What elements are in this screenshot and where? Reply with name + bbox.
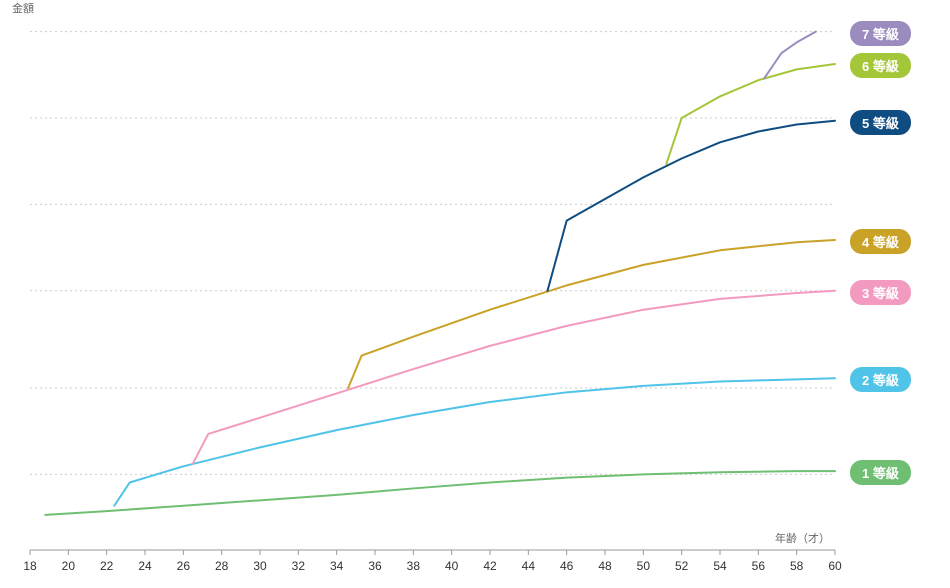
salary-grade-chart: 18 20 22 24 26 28 30 32 34 36 38 40 42 44 46 48 50 52 54 56… bbox=[0, 0, 950, 588]
x-tick-label: 32 bbox=[292, 559, 306, 573]
x-tick-label: 22 bbox=[100, 559, 114, 573]
chart-svg: 18 20 22 24 26 28 30 32 34 36 38 40 42 44 46 48 50 52 54 56… bbox=[0, 0, 950, 588]
x-tick-label: 30 bbox=[253, 559, 267, 573]
x-tick-label: 28 bbox=[215, 559, 229, 573]
series-badge-1: 1 等級 bbox=[850, 460, 911, 485]
x-tick-label: 36 bbox=[368, 559, 382, 573]
x-tick-label: 24 bbox=[138, 559, 152, 573]
series-badge-6: 6 等級 bbox=[850, 53, 911, 78]
x-tick-label: 54 bbox=[713, 559, 727, 573]
series-badge-3: 3 等級 bbox=[850, 280, 911, 305]
x-tick-label: 60 bbox=[828, 559, 842, 573]
x-tick-label: 26 bbox=[177, 559, 191, 573]
x-tick-label: 42 bbox=[483, 559, 497, 573]
x-tick-label: 40 bbox=[445, 559, 459, 573]
y-axis-title: 金額 bbox=[12, 1, 34, 15]
x-tick-label: 34 bbox=[330, 559, 344, 573]
x-tick-label: 56 bbox=[752, 559, 766, 573]
x-tick-label: 20 bbox=[62, 559, 76, 573]
x-axis-title: 年齢（才） bbox=[775, 531, 830, 545]
x-tick-label: 50 bbox=[637, 559, 651, 573]
series-badge-4: 4 等級 bbox=[850, 229, 911, 254]
series-badge-2: 2 等級 bbox=[850, 367, 911, 392]
x-tick-label: 58 bbox=[790, 559, 804, 573]
x-tick-label: 48 bbox=[598, 559, 612, 573]
x-tick-label: 52 bbox=[675, 559, 689, 573]
series-badge-5: 5 等級 bbox=[850, 110, 911, 135]
series-badge-7: 7 等級 bbox=[850, 21, 911, 46]
x-tick-label: 46 bbox=[560, 559, 574, 573]
x-tick-label: 44 bbox=[522, 559, 536, 573]
x-tick-label: 38 bbox=[407, 559, 421, 573]
x-tick-label: 18 bbox=[23, 559, 37, 573]
